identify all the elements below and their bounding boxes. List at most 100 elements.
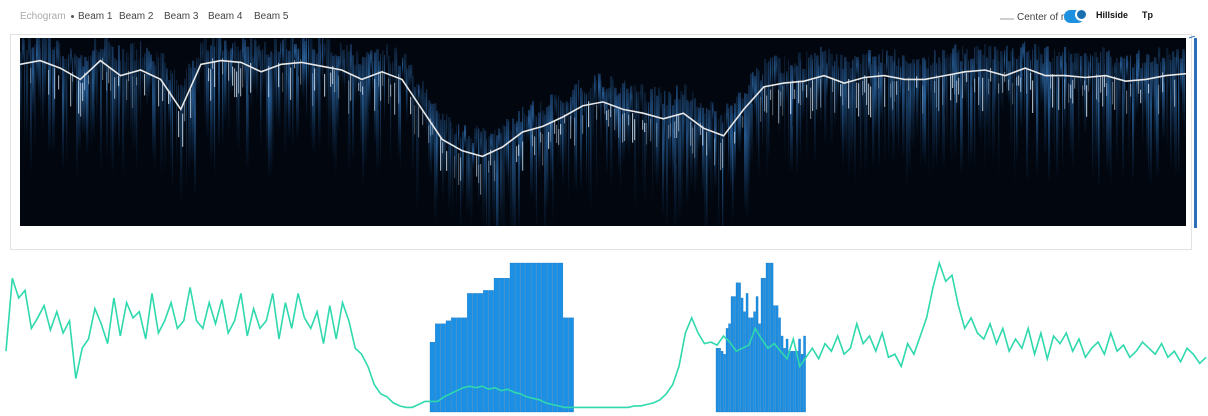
echogram-streak [920,65,922,171]
echogram-highlight [956,80,958,103]
echogram-streak [786,71,788,104]
echogram-streak [86,60,89,154]
echogram-highlight [570,115,572,139]
echogram-streak [838,66,840,104]
echogram-streak [854,56,856,182]
echogram-highlight [982,77,984,112]
echogram-streak [726,103,729,136]
echogram-streak [1146,54,1149,157]
echogram-streak [232,43,234,71]
echogram-highlight [766,95,768,113]
echogram-streak [66,58,68,166]
echogram-streak [142,57,144,94]
signal-chart[interactable] [0,252,1208,416]
echogram-highlight [84,72,86,91]
echogram-streak [706,108,708,226]
echogram-streak [492,133,495,225]
echogram-highlight [878,72,880,89]
echogram-highlight [1100,76,1102,93]
top-bar: Echogram Beam 1 Beam 2 Beam 3 Beam 4 Bea… [0,0,1208,36]
echogram-streak [846,61,848,162]
menu-extra-1[interactable]: Hillside [1096,10,1129,20]
echogram-streak [1090,54,1092,87]
center-of-mass-line [20,59,1186,158]
tab-beam-3[interactable]: Beam 3 [164,11,199,22]
echogram-streak [374,52,377,145]
echogram-streak [692,91,694,125]
echogram-highlight [574,117,576,146]
depth-scrollbar[interactable] [1188,36,1202,232]
echogram-streak [814,53,816,164]
echogram-streak [426,89,428,137]
echogram-streak [1092,55,1094,178]
echogram-highlight [798,80,800,104]
echogram-highlight [394,82,396,115]
bar [803,335,806,413]
menu-extra-2[interactable]: Tp [1142,10,1153,20]
echogram-streaks [20,38,1186,226]
echogram-streak [252,57,255,91]
echogram-streak [112,47,114,173]
bar [770,262,774,413]
echogram-highlight [770,89,772,100]
echogram-streak [1084,53,1087,134]
echogram-heatmap[interactable] [20,38,1186,226]
tab-beam-4[interactable]: Beam 4 [208,11,243,22]
echogram-highlight [958,77,960,95]
scrollbar-thumb[interactable] [1194,38,1197,228]
echogram-streak [236,46,239,147]
echogram-streak [642,84,644,193]
echogram-streak [46,38,48,85]
echogram-highlight [30,67,32,84]
echogram-highlight [126,79,128,101]
echogram-streak [166,68,168,99]
echogram-streak [300,38,302,97]
echogram-streak [660,92,662,115]
echogram-highlight [1098,78,1100,103]
echogram-streak [1138,50,1140,95]
echogram-highlight [1012,82,1014,105]
echogram-streak [30,48,32,174]
echogram-streak [522,106,524,175]
echogram-highlight [458,152,460,185]
echogram-streak [118,45,120,149]
echogram-streak [212,38,215,155]
tab-beam-2[interactable]: Beam 2 [119,11,154,22]
echogram-streak [420,88,423,116]
echogram-highlight [1084,80,1086,91]
tab-beam-5[interactable]: Beam 5 [254,11,289,22]
echogram-streak [1142,62,1144,146]
tab-echogram[interactable]: Echogram [20,11,66,22]
echogram-highlight [332,66,334,85]
echogram-streak [168,80,171,127]
echogram-highlight [432,122,434,135]
echogram-streak [1154,57,1157,149]
echogram-streak [102,49,105,73]
echogram-streak [380,54,382,171]
toggle-knob-icon[interactable] [1075,8,1088,21]
echogram-streak [688,102,691,165]
echogram-streak [946,54,948,148]
echogram-highlight [858,83,860,117]
tab-beam-1[interactable]: Beam 1 [71,11,112,22]
echogram-streak [272,53,274,170]
echogram-streak [1044,47,1047,157]
echogram-streak [686,100,689,205]
echogram-streak [1140,68,1143,107]
echogram-streak [210,45,213,162]
echogram-streak [908,63,911,171]
echogram-highlight [214,61,216,88]
echogram-streak [1108,50,1111,170]
echogram-highlight [398,73,400,104]
echogram-highlight [988,78,990,95]
echogram-streak [856,56,859,81]
bar [725,328,729,413]
echogram-streak [1028,50,1030,128]
echogram-streak [464,125,467,149]
echogram-highlight [1148,83,1150,94]
bar [758,323,761,413]
echogram-streak [310,38,313,144]
echogram-highlight [564,114,566,124]
echogram-streak [1022,43,1025,65]
echogram-streak [618,93,621,171]
